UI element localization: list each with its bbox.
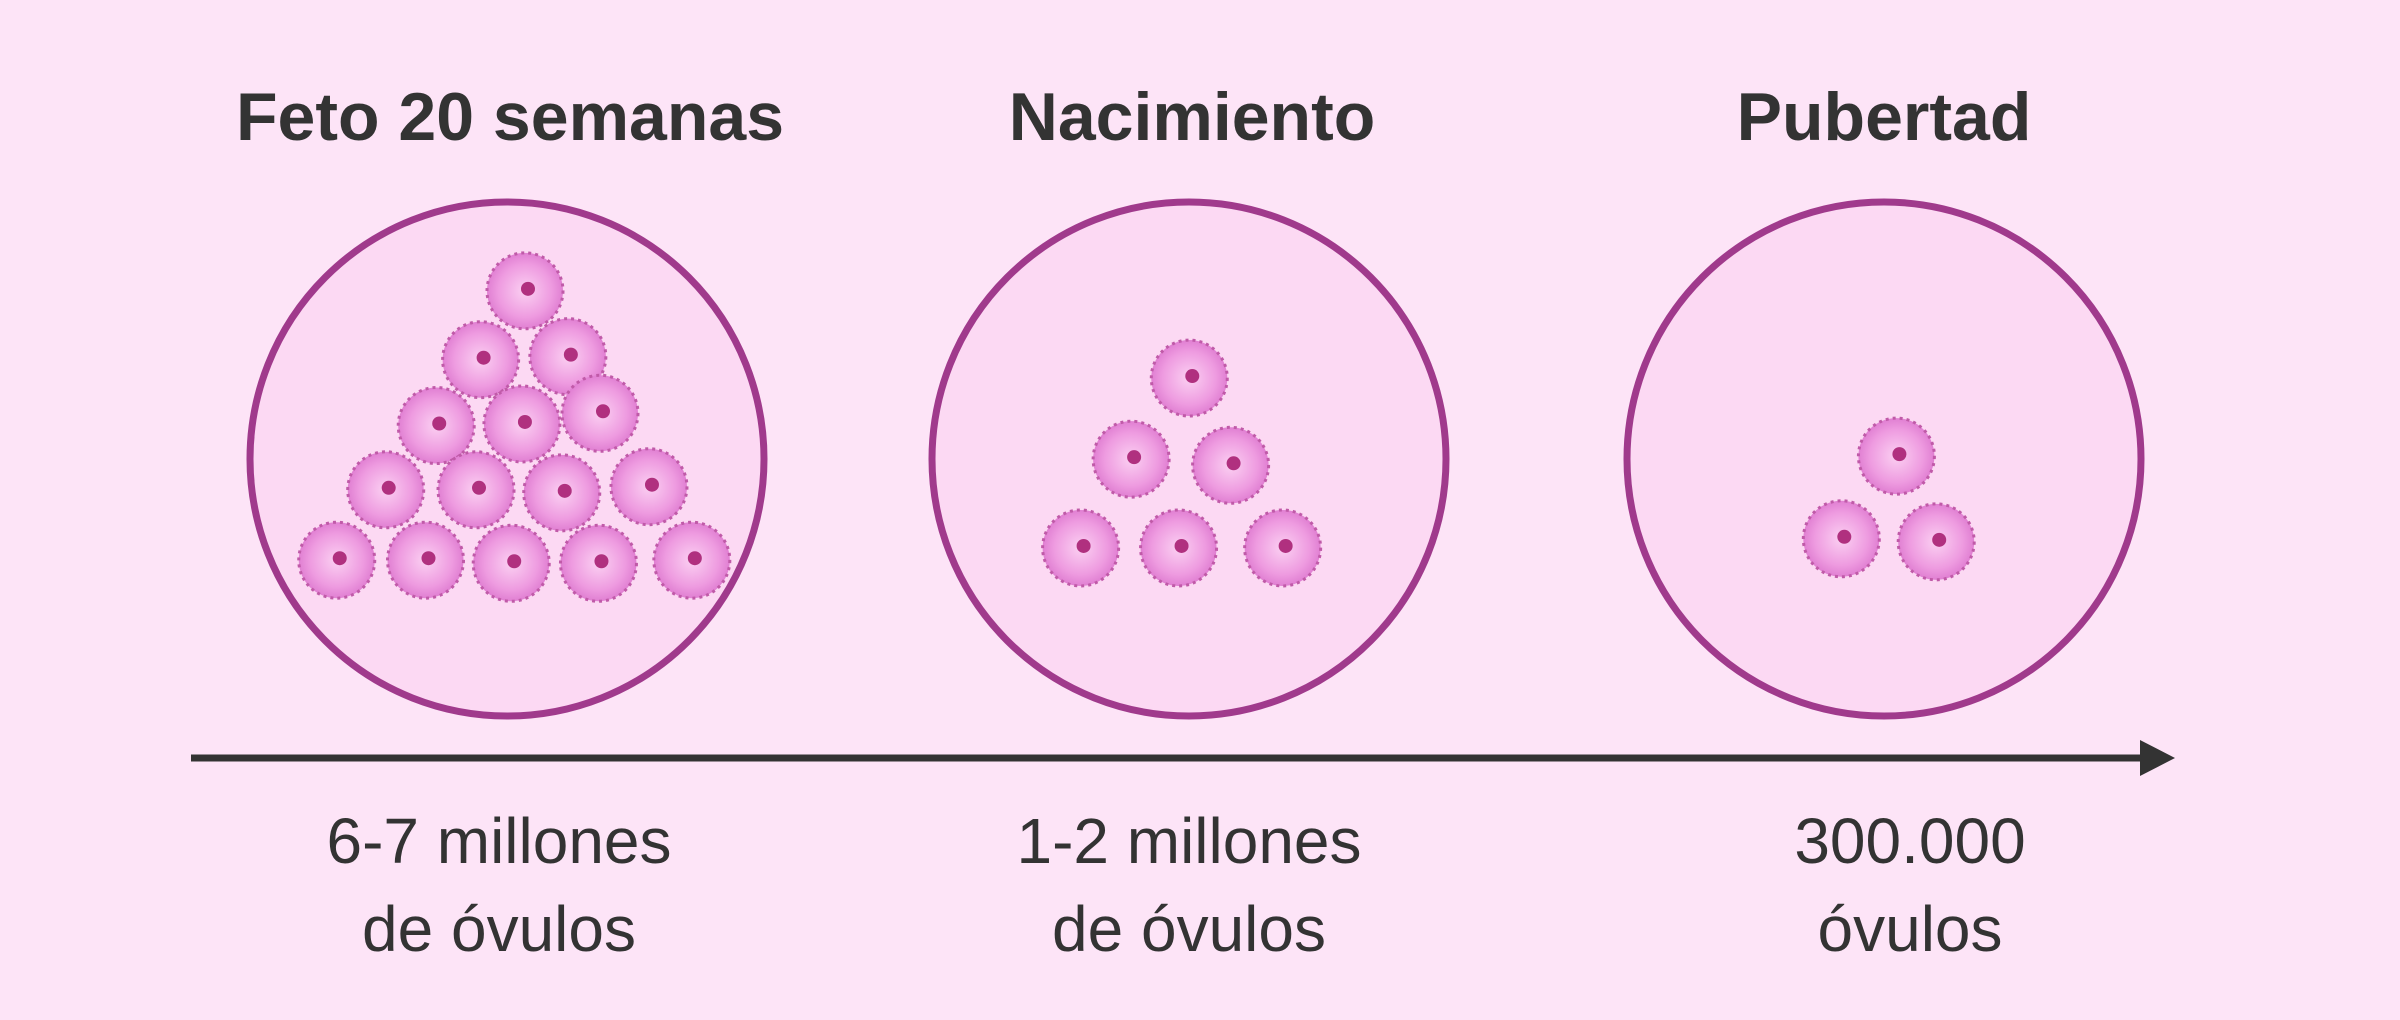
- egg-cell: [297, 520, 377, 600]
- cell-nucleus: [332, 551, 347, 566]
- cell-nucleus: [472, 480, 487, 495]
- arrow-head: [2140, 740, 2175, 776]
- cell-nucleus: [595, 404, 610, 419]
- egg-cell: [1139, 508, 1219, 588]
- egg-cell: [1149, 338, 1229, 418]
- cell-nucleus: [1892, 447, 1907, 462]
- stage-circle: [928, 198, 1450, 720]
- cells: [297, 251, 1976, 603]
- cell-nucleus: [644, 477, 659, 492]
- egg-cell: [1896, 502, 1976, 582]
- cell-nucleus: [1226, 456, 1241, 471]
- egg-cell: [558, 523, 638, 603]
- stage-title: Nacimiento: [1009, 79, 1376, 155]
- egg-cell: [386, 520, 466, 600]
- cell-nucleus: [507, 554, 522, 569]
- cell-nucleus: [1127, 450, 1142, 465]
- cell-nucleus: [557, 483, 572, 498]
- egg-cell: [1041, 508, 1121, 588]
- circles: [246, 198, 2145, 720]
- stage-label: 6-7 millones: [326, 805, 671, 877]
- egg-cell: [396, 386, 476, 466]
- stage-title: Feto 20 semanas: [236, 79, 784, 155]
- egg-cell: [471, 523, 551, 603]
- egg-cell: [482, 384, 562, 464]
- egg-cell: [441, 320, 521, 400]
- cell-nucleus: [520, 281, 535, 296]
- cell-nucleus: [432, 416, 447, 431]
- cell-nucleus: [594, 554, 609, 569]
- cell-nucleus: [1174, 538, 1189, 553]
- egg-cell: [652, 520, 732, 600]
- cell-nucleus: [1185, 369, 1200, 384]
- egg-cell: [1191, 425, 1271, 505]
- egg-cell: [522, 453, 602, 533]
- stage-label: óvulos: [1818, 893, 2003, 965]
- egg-cell: [1801, 499, 1881, 579]
- stage-label: 300.000: [1794, 805, 2025, 877]
- cell-nucleus: [1837, 529, 1852, 544]
- egg-cell: [1243, 508, 1323, 588]
- cell-nucleus: [1076, 538, 1091, 553]
- cell-nucleus: [476, 350, 491, 365]
- egg-cell: [560, 373, 640, 453]
- cell-nucleus: [421, 551, 436, 566]
- stage-title: Pubertad: [1737, 79, 2032, 155]
- cell-nucleus: [563, 347, 578, 362]
- stage-label: de óvulos: [1052, 893, 1326, 965]
- cell-nucleus: [517, 414, 532, 429]
- egg-cell: [1856, 416, 1936, 496]
- cell-nucleus: [1278, 538, 1293, 553]
- stage-circle: [246, 198, 768, 720]
- egg-cell: [436, 450, 516, 530]
- cell-nucleus: [381, 480, 396, 495]
- stage-label: 1-2 millones: [1016, 805, 1361, 877]
- cell-nucleus: [1932, 532, 1947, 547]
- egg-cell: [528, 317, 608, 397]
- egg-cell: [609, 447, 689, 527]
- stage-label: de óvulos: [362, 893, 636, 965]
- cell-nucleus: [687, 551, 702, 566]
- egg-cell: [485, 251, 565, 331]
- egg-cell: [1091, 419, 1171, 499]
- egg-cell: [346, 450, 426, 530]
